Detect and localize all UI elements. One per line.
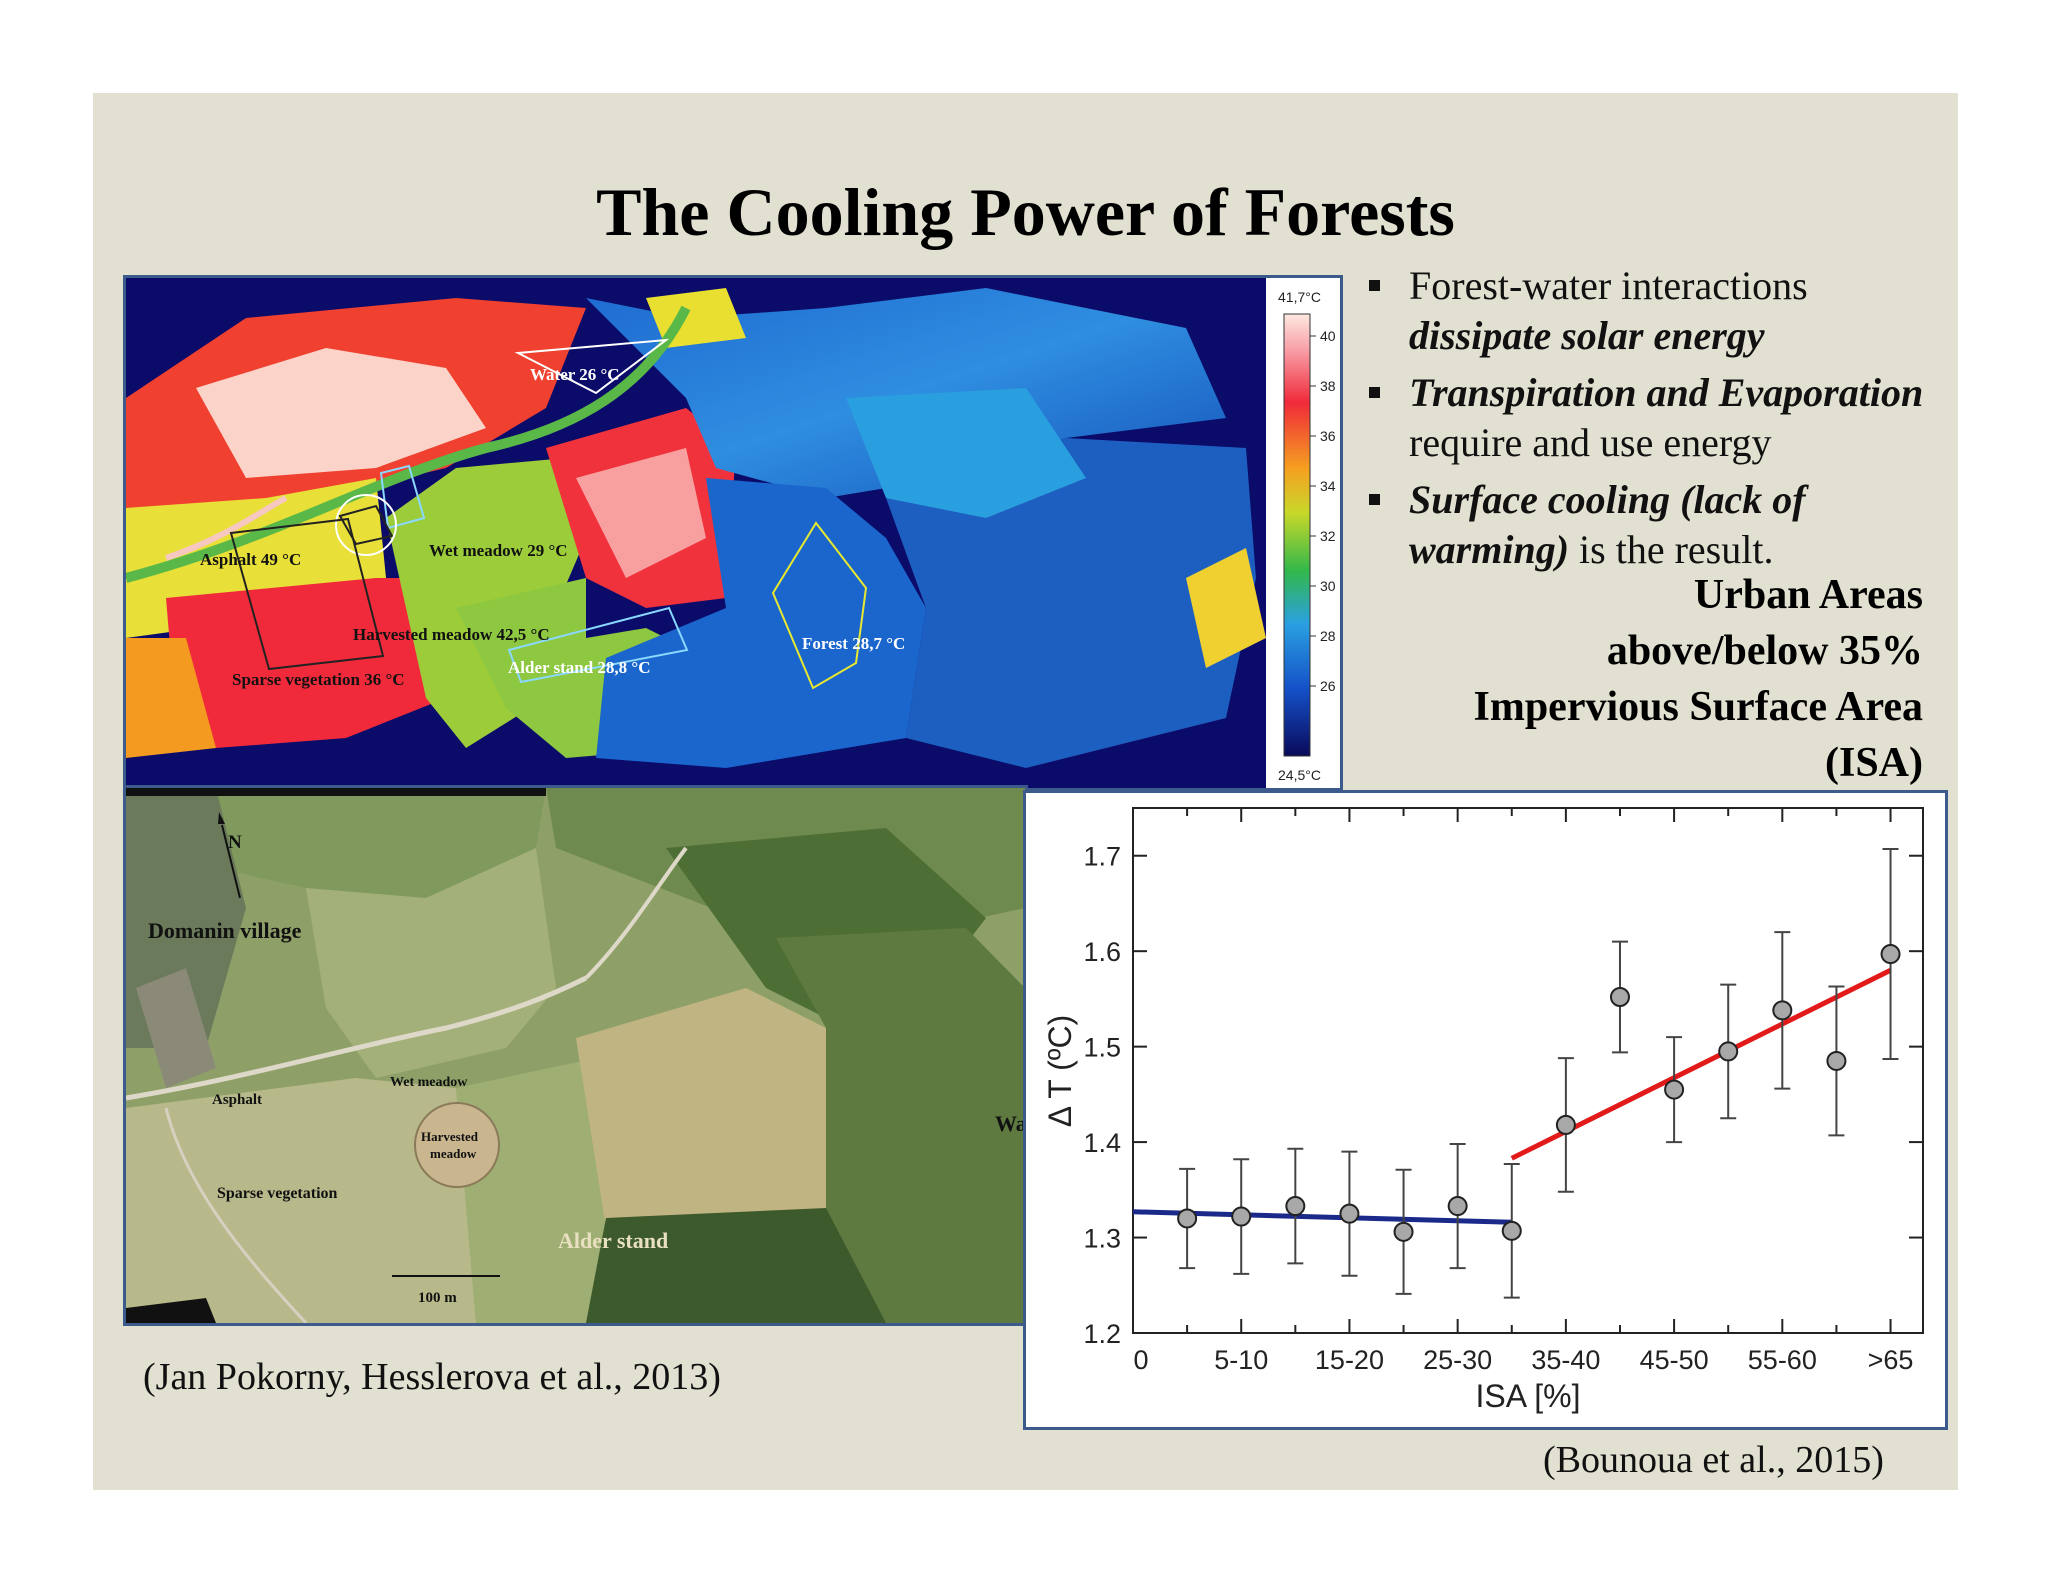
slide: The Cooling Power of Forests — [93, 93, 1958, 1490]
data-point — [1447, 1196, 1468, 1217]
aerial-label-sparse-vegetation: Sparse vegetation — [217, 1185, 338, 1202]
aerial-label-harvested-2: meadow — [430, 1146, 477, 1161]
x-tick-label: 45-50 — [1640, 1345, 1709, 1375]
thermal-map-svg: Water 26 °C Asphalt 49 °C Wet meadow 29 … — [126, 278, 1340, 788]
bullet-3-text-a: Surface cooling (lack of — [1409, 477, 1806, 522]
bullet-3: Surface cooling (lack of warming) is the… — [1369, 475, 1949, 575]
bullet-1-text-a: Forest-water interactions — [1409, 263, 1808, 308]
isa-heading-line-4: (ISA) — [1824, 740, 1923, 786]
colorbar-min-label: 24,5°C — [1278, 767, 1321, 783]
bullet-1: Forest-water interactions dissipate sola… — [1369, 261, 1949, 361]
y-tick-label: 1.3 — [1083, 1224, 1121, 1254]
colorbar-tick-label: 32 — [1320, 528, 1336, 544]
thermal-label-harvested-meadow: Harvested meadow 42,5 °C — [353, 625, 550, 644]
bullet-2-text-b: require and use energy — [1409, 420, 1772, 465]
thermal-label-water: Water 26 °C — [530, 365, 620, 384]
colorbar-tick-label: 26 — [1320, 678, 1336, 694]
bullet-2: Transpiration and Evaporation require an… — [1369, 368, 1949, 468]
bullet-square-icon — [1369, 280, 1380, 291]
data-point — [1177, 1208, 1198, 1229]
data-point — [1339, 1203, 1360, 1224]
bullet-list: Forest-water interactions dissipate sola… — [1369, 261, 1949, 582]
aerial-label-north: N — [228, 832, 242, 853]
aerial-label-asphalt: Asphalt — [212, 1092, 262, 1108]
colorbar-tick-label: 30 — [1320, 578, 1336, 594]
thermal-label-alder-stand: Alder stand 28,8 °C — [508, 658, 651, 677]
thermal-label-wet-meadow: Wet meadow 29 °C — [429, 541, 568, 560]
bullet-1-text-b: dissipate solar energy — [1409, 313, 1765, 358]
y-tick-label: 1.5 — [1083, 1033, 1121, 1063]
colorbar-tick-label: 38 — [1320, 378, 1336, 394]
data-point — [1772, 1000, 1793, 1021]
y-axis-label: Δ T (ºC) — [1042, 1015, 1078, 1127]
y-tick-label: 1.4 — [1083, 1128, 1121, 1158]
y-tick-label: 1.7 — [1083, 842, 1121, 872]
data-point — [1718, 1041, 1739, 1062]
aerial-label-alder-stand: Alder stand — [558, 1228, 668, 1253]
isa-heading: Urban Areas above/below 35% Impervious S… — [1093, 567, 1923, 791]
isa-chart-panel: 1.2 1.3 1.4 1.5 1.6 1.7 0 5-10 15-20 25-30 35-40 45… — [1023, 790, 1948, 1430]
data-point — [1609, 987, 1630, 1007]
colorbar-tick-label: 34 — [1320, 478, 1336, 494]
isa-heading-line-3: Impervious Surface Area — [1473, 684, 1923, 730]
bullet-3-text-b: warming) — [1409, 527, 1570, 572]
colorbar-tick-label: 40 — [1320, 328, 1336, 344]
colorbar-tick-label: 28 — [1320, 628, 1336, 644]
x-axis-label: ISA [%] — [1476, 1378, 1581, 1414]
bullet-3-text-c: is the result. — [1569, 527, 1774, 572]
colorbar-tick-label: 36 — [1320, 428, 1336, 444]
colorbar-max-label: 41,7°C — [1278, 289, 1321, 305]
slide-title: The Cooling Power of Forests — [596, 174, 1455, 250]
x-tick-label: 15-20 — [1315, 1345, 1384, 1375]
y-tick-label: 1.2 — [1083, 1319, 1121, 1349]
y-tick-label: 1.6 — [1083, 937, 1121, 967]
thermal-label-forest: Forest 28,7 °C — [802, 634, 905, 653]
isa-heading-line-1: Urban Areas — [1693, 572, 1923, 618]
data-point — [1393, 1221, 1414, 1242]
colorbar-ticks: 40 38 36 34 32 30 28 26 — [1310, 328, 1336, 694]
x-tick-label: 25-30 — [1423, 1345, 1492, 1375]
aerial-label-cut: Wa — [995, 1111, 1025, 1136]
thermal-label-asphalt: Asphalt 49 °C — [200, 550, 301, 569]
data-point — [1664, 1079, 1685, 1100]
aerial-image: N Domanin village Asphalt Wet meadow Har… — [123, 785, 1028, 1326]
x-tick-label: 5-10 — [1214, 1345, 1268, 1375]
x-tick-label: 35-40 — [1531, 1345, 1600, 1375]
bullet-square-icon — [1369, 387, 1380, 398]
bullet-square-icon — [1369, 494, 1380, 505]
aerial-label-scale: 100 m — [418, 1290, 457, 1306]
thermal-image: Water 26 °C Asphalt 49 °C Wet meadow 29 … — [123, 275, 1343, 791]
fit-line — [1132, 1209, 1512, 1225]
bullet-2-text-a: Transpiration and Evaporation — [1409, 370, 1924, 415]
x-tick-label: 55-60 — [1748, 1345, 1817, 1375]
data-point — [1285, 1196, 1306, 1217]
citation-right: (Bounoua et al., 2015) — [1543, 1439, 1884, 1481]
aerial-map-svg: N Domanin village Asphalt Wet meadow Har… — [126, 788, 1025, 1323]
data-point — [1555, 1114, 1576, 1135]
data-point — [1880, 944, 1901, 965]
plot-frame — [1132, 807, 1924, 1334]
isa-heading-line-2: above/below 35% — [1606, 628, 1923, 674]
isa-chart: 1.2 1.3 1.4 1.5 1.6 1.7 0 5-10 15-20 25-30 35-40 45… — [1042, 807, 1924, 1414]
thermal-label-sparse-vegetation: Sparse vegetation 36 °C — [232, 670, 405, 689]
data-point — [1826, 1050, 1847, 1071]
colorbar-gradient — [1283, 313, 1311, 757]
data-point — [1231, 1206, 1252, 1227]
aerial-label-wet-meadow: Wet meadow — [390, 1075, 468, 1090]
x-tick-label: 0 — [1133, 1345, 1148, 1375]
x-tick-label: >65 — [1868, 1345, 1914, 1375]
data-point — [1501, 1220, 1522, 1241]
aerial-label-village: Domanin village — [148, 918, 302, 943]
citation-left: (Jan Pokorny, Hesslerova et al., 2013) — [143, 1356, 721, 1398]
aerial-label-harvested-1: Harvested — [421, 1129, 479, 1144]
